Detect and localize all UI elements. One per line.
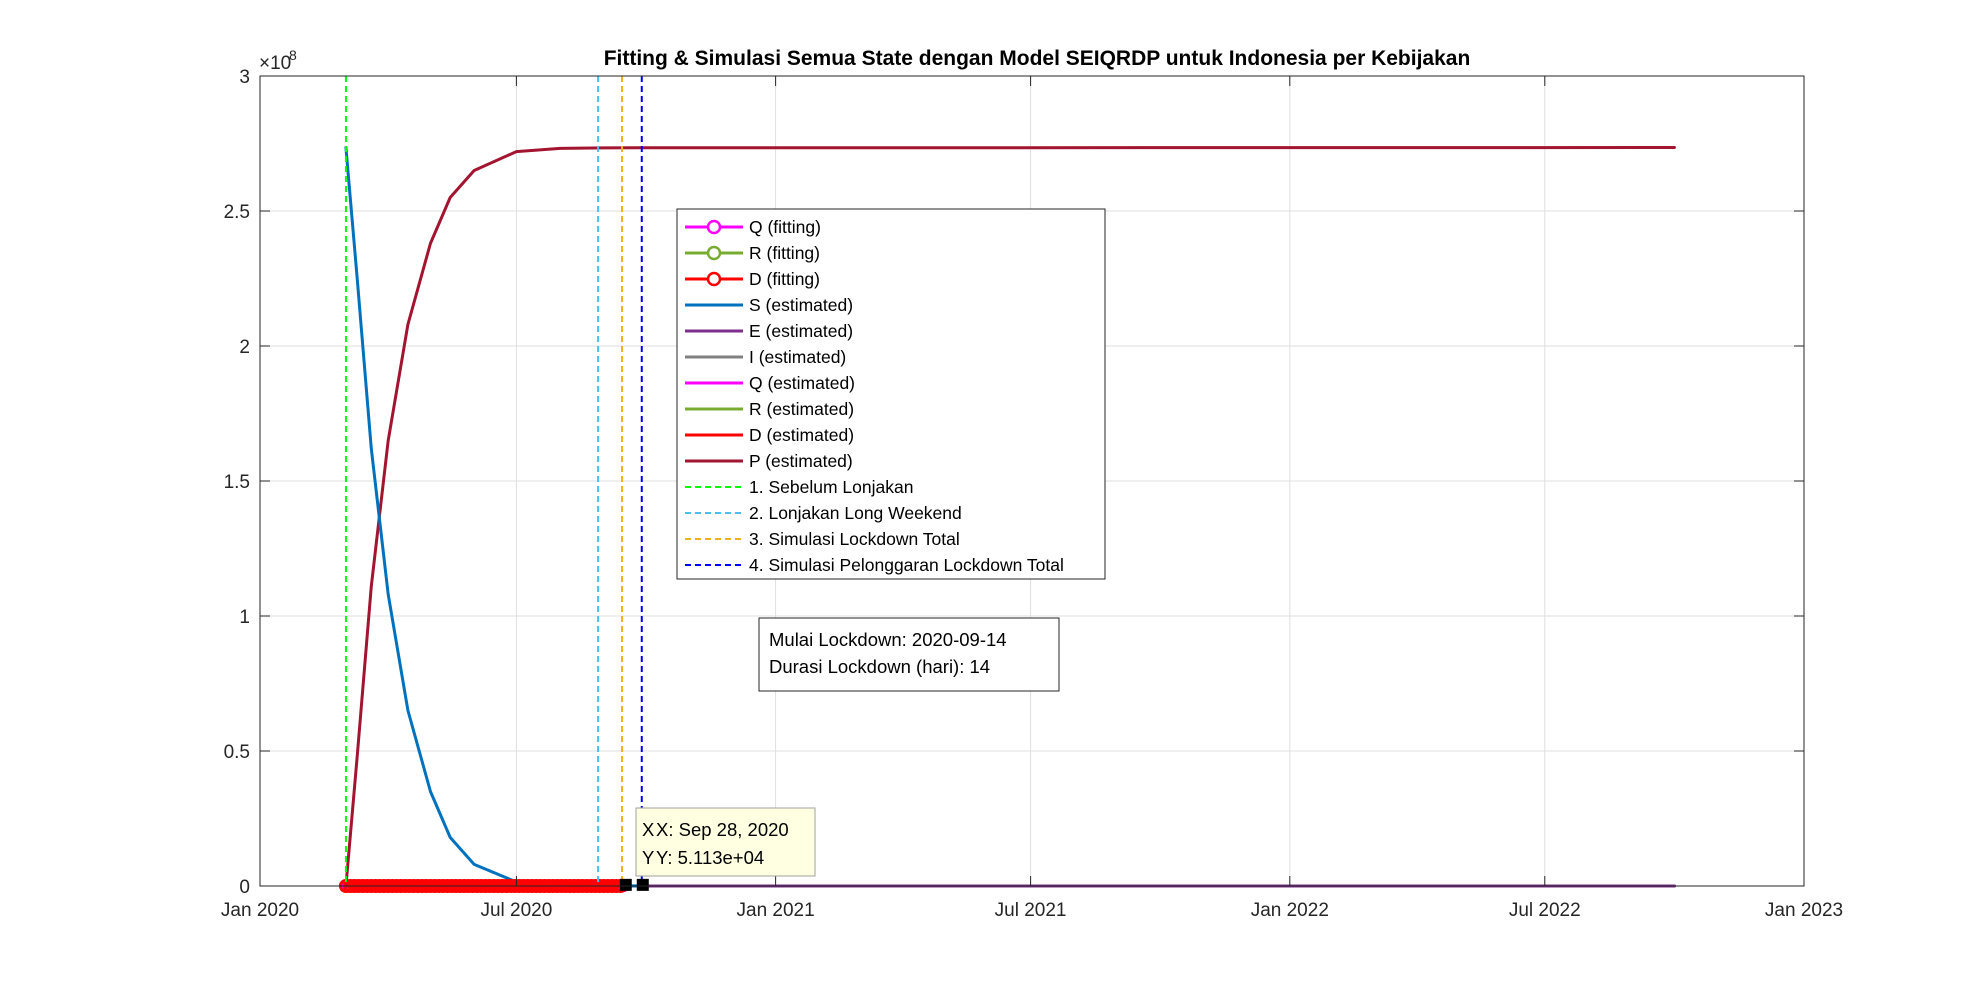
y-tick-label: 2.5 — [224, 202, 250, 223]
y-tick-label: 0 — [239, 877, 250, 898]
y-exponent-base: ×10 — [259, 53, 291, 74]
datatip-clipped-y: Y — [642, 847, 654, 868]
x-tick-label: Jan 2022 — [1251, 900, 1329, 921]
legend-label: 2. Lonjakan Long Weekend — [749, 503, 962, 523]
y-tick-label: 1 — [239, 607, 250, 628]
y-exponent-label: ×10 8 — [259, 47, 297, 74]
legend-label: P (estimated) — [749, 451, 853, 471]
legend-marker — [706, 245, 722, 261]
datatip-x: X: Sep 28, 2020 — [656, 819, 789, 840]
datatip-y: Y: 5.113e+04 — [656, 847, 764, 868]
x-tick-label: Jul 2022 — [1509, 900, 1581, 921]
legend-label: Q (fitting) — [749, 217, 821, 237]
legend-marker — [706, 219, 722, 235]
chart-title: Fitting & Simulasi Semua State dengan Mo… — [604, 47, 1471, 70]
legend[interactable]: Q (fitting) R (fitting) D (fitting) S (esti… — [676, 208, 1106, 580]
annotation-box — [758, 617, 1060, 692]
x-tick-label: Jan 2021 — [737, 900, 815, 921]
legend-label: S (estimated) — [749, 295, 853, 315]
x-tick-label: Jul 2020 — [480, 900, 552, 921]
datatip[interactable]: XYX: Sep 28, 2020 Y: 5.113e+04 — [635, 807, 816, 877]
legend-box — [676, 208, 1106, 580]
legend-label: 4. Simulasi Pelonggaran Lockdown Total — [749, 555, 1064, 575]
annotation-line: Durasi Lockdown (hari): 14 — [769, 656, 990, 677]
datatip-marker — [636, 878, 649, 891]
y-tick-label: 3 — [239, 67, 250, 88]
lockdown-annotation: Mulai Lockdown: 2020-09-14 Durasi Lockdow… — [758, 617, 1060, 692]
series-line — [344, 146, 1676, 888]
legend-label: I (estimated) — [749, 347, 846, 367]
x-tick-label: Jan 2023 — [1765, 900, 1843, 921]
legend-label: E (estimated) — [749, 321, 853, 341]
legend-label: 3. Simulasi Lockdown Total — [749, 529, 960, 549]
y-tick-label: 2 — [239, 337, 250, 358]
y-exponent-power: 8 — [289, 47, 297, 63]
legend-label: Q (estimated) — [749, 373, 855, 393]
annotation-line: Mulai Lockdown: 2020-09-14 — [769, 629, 1007, 650]
legend-label: R (fitting) — [749, 243, 820, 263]
x-tick-label: Jul 2021 — [995, 900, 1067, 921]
legend-label: 1. Sebelum Lonjakan — [749, 477, 913, 497]
legend-label: D (fitting) — [749, 269, 820, 289]
legend-label: R (estimated) — [749, 399, 854, 419]
datatip-box — [635, 807, 816, 877]
ticks: Jan 2020 Jul 2020 Jan 2021 Jul 2021 Jan 2022… — [221, 67, 1843, 921]
datatip-marker — [619, 878, 632, 891]
x-tick-label: Jan 2020 — [221, 900, 299, 921]
legend-marker — [706, 271, 722, 287]
y-tick-label: 1.5 — [224, 472, 250, 493]
legend-label: D (estimated) — [749, 425, 854, 445]
datatip-clipped-x: X — [642, 819, 654, 840]
y-tick-label: 0.5 — [224, 742, 250, 763]
